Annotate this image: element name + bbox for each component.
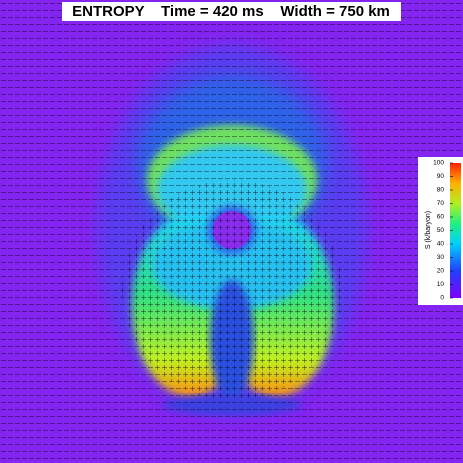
title: ENTROPY Time = 420 ms Width = 750 km: [72, 3, 390, 20]
colorbar-tick-label: 20: [437, 268, 445, 275]
colorbar-tick-label: 10: [437, 281, 445, 288]
colorbar: S (k/baryon) 0 10 20 30 40 50 60 70 80 90 100: [418, 157, 463, 305]
colorbar-tick-label: 0: [440, 295, 444, 302]
velocity-arrows-inner: [122, 180, 342, 400]
colorbar-tick-label: 50: [437, 227, 445, 234]
colorbar-tick-label: 80: [437, 187, 445, 194]
colorbar-tick-label: 30: [437, 254, 445, 261]
colorbar-tick-label: 60: [437, 214, 445, 221]
colorbar-tick-label: 90: [437, 173, 445, 180]
colorbar-tick-label: 100: [433, 160, 444, 167]
colorbar-strip: [450, 163, 461, 298]
colorbar-tick-label: 70: [437, 200, 445, 207]
colorbar-label: S (k/baryon): [425, 211, 432, 249]
colorbar-tick-label: 40: [437, 241, 445, 248]
title-box: [62, 2, 401, 21]
